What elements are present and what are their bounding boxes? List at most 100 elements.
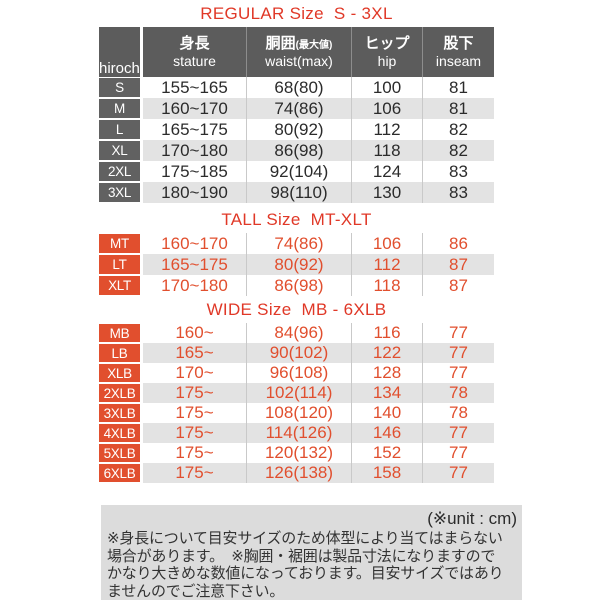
inseam-value: 81 — [422, 98, 494, 119]
waist-value: 98(110) — [246, 182, 351, 203]
waist-value: 102(114) — [246, 383, 351, 403]
hip-value: 140 — [351, 403, 422, 423]
inseam-value: 77 — [422, 443, 494, 463]
hip-value: 130 — [351, 182, 422, 203]
row-values: 175~185 92(104) 124 83 — [143, 161, 494, 182]
table-row: M 160~170 74(86) 106 81 — [99, 98, 494, 119]
row-values: 170~180 86(98) 118 82 — [143, 140, 494, 161]
inseam-value: 77 — [422, 463, 494, 483]
inseam-value: 83 — [422, 161, 494, 182]
row-values: 170~180 86(98) 118 87 — [143, 275, 494, 296]
header-cells: 身長 stature 胴囲(最大値) waist(max) ヒップ hip 股下 inseam — [143, 27, 494, 77]
size-label: L — [99, 120, 140, 139]
column-header-jp: 股下 — [443, 34, 474, 52]
stature-value: 170~ — [175, 363, 214, 382]
inseam-value: 86 — [422, 233, 494, 254]
stature-value: 175~ — [175, 443, 214, 462]
table-row: XLB 170~ 96(108) 128 77 — [99, 363, 494, 383]
column-header-jp-small: (最大値) — [295, 39, 333, 51]
waist-value: 86(98) — [246, 140, 351, 161]
stature-value: 160~ — [175, 323, 214, 342]
size-label: MT — [99, 234, 140, 253]
column-header-en: waist(max) — [265, 52, 333, 69]
waist-value: 80(92) — [246, 254, 351, 275]
stature-value: 175~ — [175, 423, 214, 442]
watermark: hirochi — [99, 60, 144, 77]
table-row: L 165~175 80(92) 112 82 — [99, 119, 494, 140]
size-label: XLB — [99, 364, 140, 382]
hip-value: 118 — [351, 140, 422, 161]
table-row: MT 160~170 74(86) 106 86 — [99, 233, 494, 254]
table-row: 5XLB 175~ 120(132) 152 77 — [99, 443, 494, 463]
table-row: XL 170~180 86(98) 118 82 — [99, 140, 494, 161]
stature-value: 155~165 — [161, 77, 228, 97]
hip-value: 146 — [351, 423, 422, 443]
wide-size-title: WIDE Size MB - 6XLB — [206, 300, 387, 319]
row-values: 175~ 102(114) 134 78 — [143, 383, 494, 403]
table-row: S 155~165 68(80) 100 81 — [99, 77, 494, 98]
row-values: 160~ 84(96) 116 77 — [143, 323, 494, 343]
inseam-value: 82 — [422, 140, 494, 161]
row-values: 160~170 74(86) 106 81 — [143, 98, 494, 119]
row-values: 165~175 80(92) 112 82 — [143, 119, 494, 140]
table-row: 4XLB 175~ 114(126) 146 77 — [99, 423, 494, 443]
hip-value: 112 — [351, 119, 422, 140]
stature-value: 175~ — [175, 403, 214, 422]
stature-value: 175~185 — [161, 161, 228, 181]
inseam-value: 83 — [422, 182, 494, 203]
waist-value: 74(86) — [246, 233, 351, 254]
waist-value: 80(92) — [246, 119, 351, 140]
column-header-jp: 身長 — [179, 34, 210, 52]
row-values: 165~175 80(92) 112 87 — [143, 254, 494, 275]
size-label: 2XL — [99, 162, 140, 181]
row-values: 155~165 68(80) 100 81 — [143, 77, 494, 98]
stature-value: 160~170 — [161, 98, 228, 118]
regular-size-table: 身長 stature 胴囲(最大値) waist(max) ヒップ hip 股下 inseam… — [99, 27, 494, 203]
table-row: LB 165~ 90(102) 122 77 — [99, 343, 494, 363]
waist-value: 84(96) — [246, 323, 351, 343]
inseam-value: 78 — [422, 383, 494, 403]
column-header-jp: 胴囲(最大値) — [265, 34, 333, 52]
waist-value: 120(132) — [246, 443, 351, 463]
size-label: 6XLB — [99, 464, 140, 482]
size-label: 3XLB — [99, 404, 140, 422]
column-header-en: stature — [173, 52, 216, 69]
waist-value: 92(104) — [246, 161, 351, 182]
tall-size-section: TALL Size MT-XLT MT 160~170 74(86) 106 86 LT 1… — [99, 209, 494, 296]
column-header: ヒップ hip — [351, 27, 422, 77]
footnote-line: ※身長について目安サイズのため体型により当てはまらない — [107, 530, 503, 547]
row-values: 175~ 120(132) 152 77 — [143, 443, 494, 463]
hip-value: 118 — [351, 275, 422, 296]
size-label: XL — [99, 141, 140, 160]
stature-value: 175~ — [175, 463, 214, 482]
waist-value: 96(108) — [246, 363, 351, 383]
column-header-jp: ヒップ — [364, 34, 410, 52]
inseam-value: 77 — [422, 423, 494, 443]
size-label: 2XLB — [99, 384, 140, 402]
table-row: 3XLB 175~ 108(120) 140 78 — [99, 403, 494, 423]
footnote-line: 場合があります。 ※胸囲・裾囲は製品寸法になりますので — [107, 547, 496, 565]
size-label: 5XLB — [99, 444, 140, 462]
row-values: 180~190 98(110) 130 83 — [143, 182, 494, 203]
stature-value: 165~175 — [161, 119, 228, 139]
waist-value: 74(86) — [246, 98, 351, 119]
table-row: 2XLB 175~ 102(114) 134 78 — [99, 383, 494, 403]
stature-value: 160~170 — [161, 233, 228, 253]
table-row: 3XL 180~190 98(110) 130 83 — [99, 182, 494, 203]
stature-value: 180~190 — [161, 182, 228, 202]
tall-size-title: TALL Size MT-XLT — [221, 210, 372, 229]
row-values: 175~ 114(126) 146 77 — [143, 423, 494, 443]
waist-value: 90(102) — [246, 343, 351, 363]
size-label: LT — [99, 255, 140, 274]
waist-value: 126(138) — [246, 463, 351, 483]
size-label: 3XL — [99, 183, 140, 202]
size-label: M — [99, 99, 140, 118]
wide-size-table: MB 160~ 84(96) 116 77 LB 165~ 90(102) 122 77 XLB 17… — [99, 323, 494, 483]
inseam-value: 81 — [422, 77, 494, 98]
size-label: 4XLB — [99, 424, 140, 442]
column-header: 身長 stature — [143, 27, 246, 77]
hip-value: 112 — [351, 254, 422, 275]
unit-note: (※unit : cm) — [427, 509, 517, 528]
hip-value: 106 — [351, 233, 422, 254]
hip-value: 116 — [351, 323, 422, 343]
